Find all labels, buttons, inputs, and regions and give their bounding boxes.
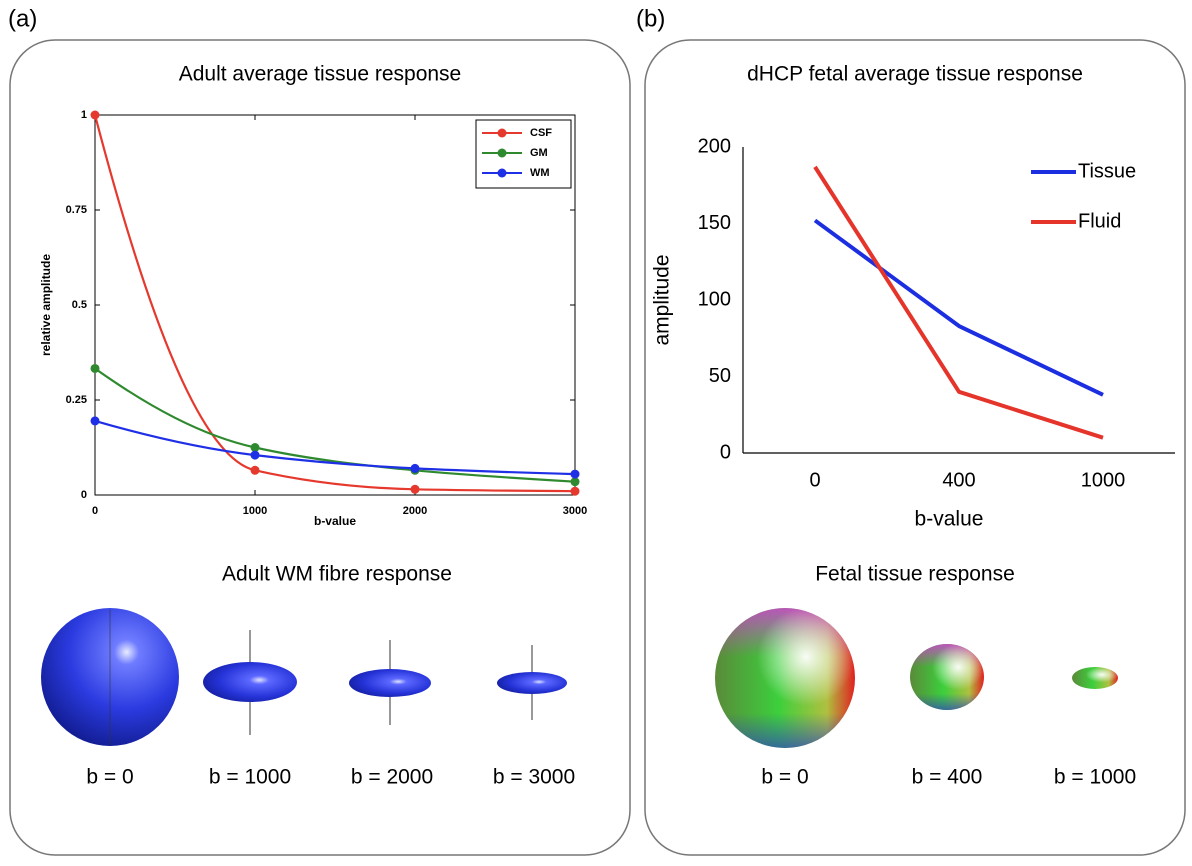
point [90,110,100,120]
series-line [94,367,576,483]
glyph [349,669,431,697]
y-tick-label: 1 [81,109,87,121]
legend-label: Fluid [1078,210,1121,232]
adult-glyphs [41,608,567,746]
y-tick-label: 100 [698,288,731,310]
y-tick-label: 0.25 [66,394,87,406]
series-line [94,419,576,476]
legend-marker [497,148,507,158]
x-tick-label: 1000 [243,505,267,517]
glyph-shine [910,644,984,710]
point [570,486,580,496]
y-tick-label: 150 [698,212,731,234]
point [90,363,100,373]
panel-frame [644,39,1186,856]
legend-marker [497,128,507,138]
panel-label: (b) [636,5,665,32]
x-tick-label: 1000 [1081,469,1126,491]
legend-frame [475,119,572,189]
glyph-shine [715,608,855,748]
x-tick-label: 2000 [403,505,427,517]
legend-label: Tissue [1078,160,1136,182]
panel-frame [9,39,631,856]
glyph-shine [1072,667,1118,689]
y-tick-label: 200 [698,135,731,157]
series-line [93,114,576,493]
y-axis-label: relative amplitude [39,254,53,356]
x-tick-label: 0 [809,469,820,491]
legend-label: GM [530,147,548,159]
point [250,465,260,475]
y-axis-label: amplitude [651,254,674,345]
glyph-label: b = 0 [761,766,808,789]
x-tick-label: 400 [942,469,975,491]
glyph-label: b = 3000 [493,766,575,789]
chart-title: Adult average tissue response [179,63,462,86]
fetal-glyphs [715,608,1118,748]
x-tick-label: 3000 [563,505,587,517]
x-axis-label: b-value [314,514,356,528]
y-tick-label: 50 [709,365,731,387]
glyph-label: b = 1000 [209,766,291,789]
series-line [813,165,1104,440]
y-tick-label: 0.5 [72,299,87,311]
y-tick-label: 0.75 [66,204,87,216]
point [570,477,580,487]
glyph-label: b = 1000 [1054,766,1136,789]
glyph-title: Fetal tissue response [815,563,1015,586]
x-axis-label: b-value [915,508,984,531]
glyph [203,662,297,702]
point [410,484,420,494]
panel-label: (a) [8,5,37,32]
glyph [497,672,567,694]
series-line [813,218,1104,397]
glyph-title: Adult WM fibre response [222,563,452,586]
y-tick-label: 0 [81,489,87,501]
point [90,416,100,426]
chart: dHCP fetal average tissue response 0 50 100… [651,63,1175,531]
glyph-label: b = 400 [912,766,983,789]
legend-marker [497,168,507,178]
point [250,450,260,460]
glyph-label: b = 0 [86,766,133,789]
point [250,443,260,452]
glyph-label: b = 2000 [351,766,433,789]
point [410,463,420,473]
chart-title: dHCP fetal average tissue response [747,63,1083,86]
x-tick-label: 0 [92,505,98,517]
y-tick-label: 0 [720,441,731,463]
legend-label: WM [530,167,550,179]
legend-label: CSF [530,127,552,139]
point [570,469,580,479]
chart: Adult average tissue response 0 0.25 0.5 0.7… [39,63,587,529]
